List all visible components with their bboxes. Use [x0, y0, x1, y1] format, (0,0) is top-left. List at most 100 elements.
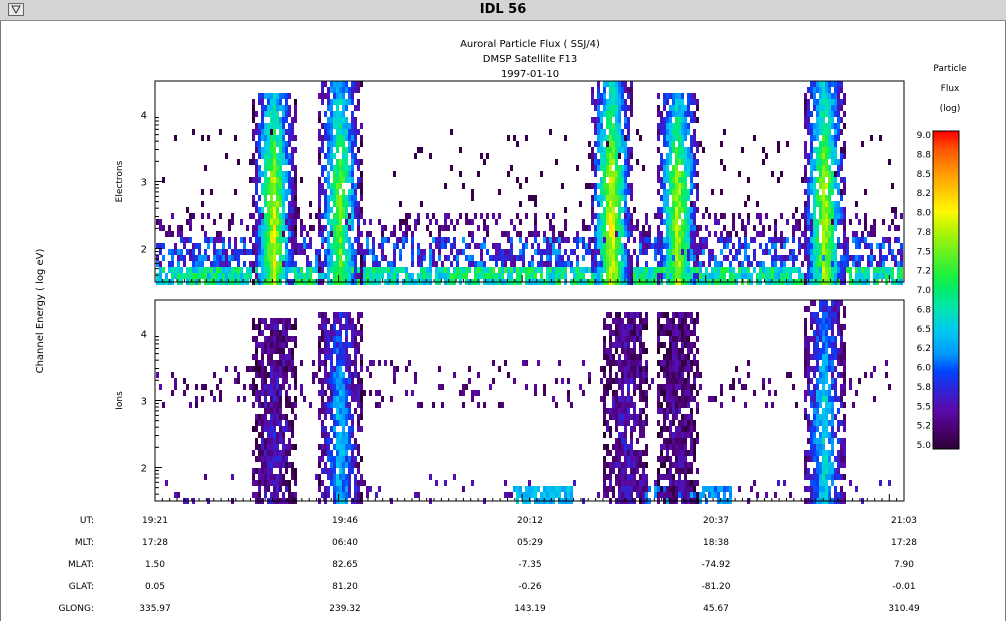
flux-cell — [291, 492, 294, 498]
flux-cell — [279, 255, 282, 261]
flux-cell — [762, 249, 765, 255]
flux-cell — [513, 486, 516, 492]
flux-cell — [522, 267, 525, 273]
flux-cell — [690, 243, 693, 249]
flux-cell — [603, 480, 606, 486]
flux-cell — [660, 426, 663, 432]
flux-cell — [624, 426, 627, 432]
flux-cell — [585, 243, 588, 249]
flux-cell — [807, 468, 810, 474]
flux-cell — [279, 366, 282, 372]
flux-cell — [183, 255, 186, 261]
flux-cell — [279, 330, 282, 336]
flux-cell — [342, 342, 345, 348]
flux-cell — [462, 237, 465, 243]
flux-cell — [330, 183, 333, 189]
flux-cell — [597, 105, 600, 111]
flux-cell — [714, 267, 717, 273]
flux-cell — [255, 444, 258, 450]
flux-cell — [669, 123, 672, 129]
flux-cell — [657, 336, 660, 342]
flux-cell — [822, 267, 825, 273]
flux-cell — [561, 261, 564, 267]
flux-cell — [291, 474, 294, 480]
flux-cell — [267, 462, 270, 468]
flux-cell — [819, 141, 822, 147]
flux-cell — [255, 261, 258, 267]
flux-cell — [813, 237, 816, 243]
flux-cell — [690, 492, 693, 498]
flux-cell — [276, 402, 279, 408]
flux-cell — [483, 159, 486, 165]
flux-cell — [348, 492, 351, 498]
flux-cell — [555, 492, 558, 498]
flux-cell — [267, 444, 270, 450]
flux-cell — [498, 243, 501, 249]
flux-cell — [438, 255, 441, 261]
flux-cell — [669, 159, 672, 165]
flux-cell — [393, 255, 396, 261]
flux-cell — [270, 177, 273, 183]
flux-cell — [621, 492, 624, 498]
flux-cell — [504, 267, 507, 273]
flux-cell — [621, 231, 624, 237]
flux-cell — [174, 135, 177, 141]
flux-cell — [615, 402, 618, 408]
flux-cell — [645, 480, 648, 486]
flux-cell — [594, 267, 597, 273]
flux-cell — [327, 243, 330, 249]
flux-cell — [315, 267, 318, 273]
flux-cell — [396, 366, 399, 372]
flux-cell — [669, 432, 672, 438]
flux-cell — [429, 474, 432, 480]
flux-cell — [279, 159, 282, 165]
flux-cell — [336, 99, 339, 105]
flux-cell — [612, 414, 615, 420]
flux-cell — [777, 255, 780, 261]
flux-cell — [324, 432, 327, 438]
flux-cell — [336, 255, 339, 261]
flux-cell — [597, 243, 600, 249]
flux-cell — [327, 474, 330, 480]
flux-cell — [867, 231, 870, 237]
flux-cell — [516, 255, 519, 261]
flux-cell — [591, 195, 594, 201]
flux-cell — [162, 177, 165, 183]
window-menu-button[interactable] — [8, 3, 24, 16]
flux-cell — [657, 486, 660, 492]
flux-cell — [612, 360, 615, 366]
flux-cell — [294, 396, 297, 402]
flux-cell — [810, 93, 813, 99]
flux-cell — [267, 354, 270, 360]
flux-cell — [336, 348, 339, 354]
flux-cell — [282, 330, 285, 336]
flux-cell — [327, 177, 330, 183]
flux-cell — [321, 189, 324, 195]
flux-cell — [354, 213, 357, 219]
flux-cell — [816, 195, 819, 201]
flux-cell — [384, 255, 387, 261]
flux-cell — [273, 378, 276, 384]
flux-cell — [729, 492, 732, 498]
flux-cell — [666, 267, 669, 273]
flux-cell — [249, 237, 252, 243]
flux-cell — [276, 486, 279, 492]
flux-cell — [678, 261, 681, 267]
flux-cell — [279, 420, 282, 426]
flux-cell — [210, 237, 213, 243]
flux-cell — [819, 195, 822, 201]
flux-cell — [582, 219, 585, 225]
flux-cell — [639, 420, 642, 426]
flux-cell — [675, 207, 678, 213]
flux-cell — [633, 267, 636, 273]
flux-cell — [324, 318, 327, 324]
flux-cell — [681, 249, 684, 255]
flux-cell — [264, 171, 267, 177]
flux-cell — [294, 324, 297, 330]
flux-cell — [678, 243, 681, 249]
flux-cell — [675, 414, 678, 420]
flux-cell — [609, 201, 612, 207]
flux-cell — [201, 396, 204, 402]
flux-cell — [804, 171, 807, 177]
flux-cell — [357, 414, 360, 420]
